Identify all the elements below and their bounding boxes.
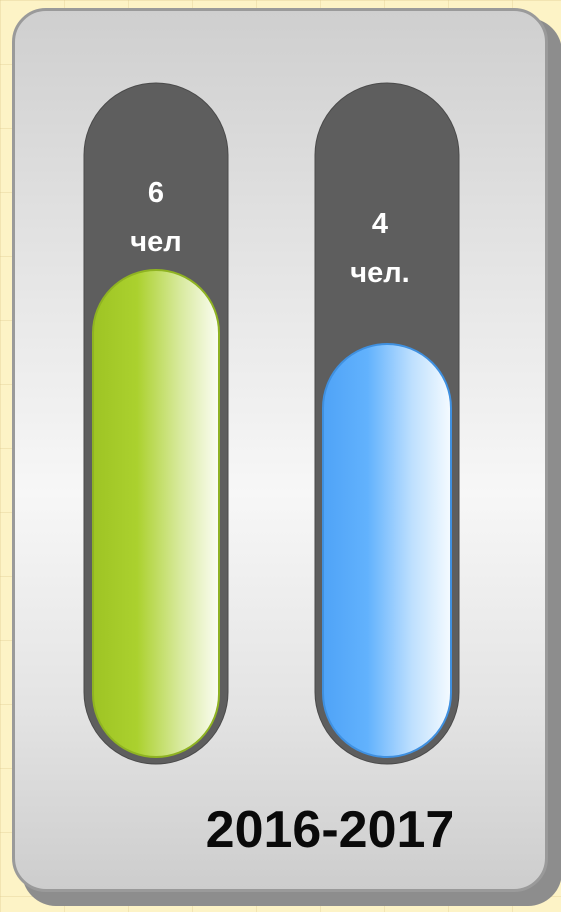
bar-label-1-line1: 4 <box>372 208 388 240</box>
bar-label-0-line1: 6 <box>148 177 164 209</box>
bar-label-0-line2: чел <box>130 226 181 258</box>
x-axis-label: 2016-2017 <box>175 800 485 860</box>
bar-label-1-line2: чел. <box>350 257 409 289</box>
bar-0 <box>93 270 219 757</box>
bar-1 <box>323 344 451 757</box>
